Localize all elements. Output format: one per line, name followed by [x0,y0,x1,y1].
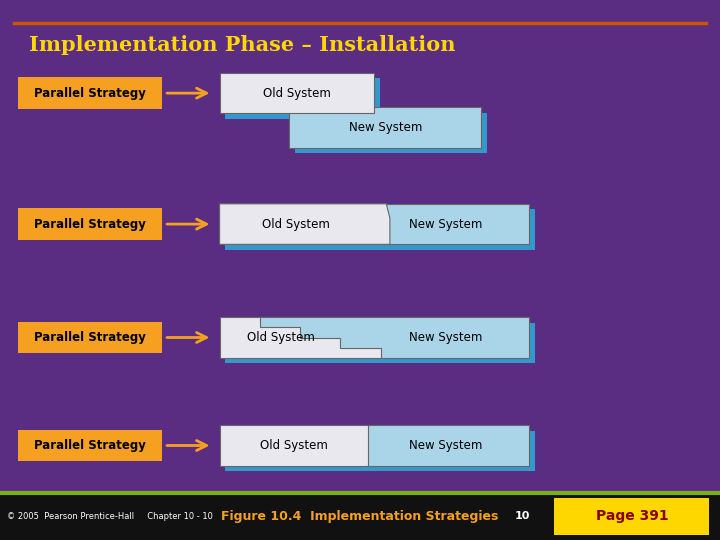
Bar [220,317,529,357]
Polygon shape [220,204,390,244]
Bar [225,245,535,249]
Bar [18,77,162,109]
Bar [529,322,535,359]
Bar [225,359,535,363]
Text: Old System: Old System [263,86,331,100]
Text: Parallel Strategy: Parallel Strategy [34,439,146,452]
Bar [529,431,535,467]
Bar [220,426,529,465]
Text: Old System: Old System [247,331,315,344]
Bar [18,208,162,240]
Text: © 2005  Pearson Prentice-Hall     Chapter 10 - 10: © 2005 Pearson Prentice-Hall Chapter 10 … [7,512,213,521]
Text: Implementation Phase – Installation: Implementation Phase – Installation [29,35,455,55]
Text: Parallel Strategy: Parallel Strategy [34,331,146,344]
Bar [18,430,162,461]
Bar [374,78,380,114]
Text: Figure 10.4  Implementation Strategies: Figure 10.4 Implementation Strategies [221,510,499,523]
Bar [554,498,709,535]
Text: New System: New System [409,218,482,231]
Text: New System: New System [348,121,422,134]
Text: Old System: Old System [260,439,328,452]
Bar [220,73,374,113]
Text: New System: New System [409,439,482,452]
Bar [225,114,380,119]
Text: Parallel Strategy: Parallel Strategy [34,86,146,100]
Bar [220,426,368,465]
Bar [225,467,535,471]
Bar [295,149,487,153]
Text: 10: 10 [514,511,530,521]
Bar [220,204,529,244]
Text: Parallel Strategy: Parallel Strategy [34,218,146,231]
Text: New System: New System [409,331,482,344]
Bar [481,113,487,149]
Bar [18,322,162,353]
Bar [529,209,535,245]
Polygon shape [220,317,381,357]
Bar [0,493,720,540]
Text: Old System: Old System [262,218,330,231]
Bar [289,107,481,148]
Text: Page 391: Page 391 [596,509,668,523]
